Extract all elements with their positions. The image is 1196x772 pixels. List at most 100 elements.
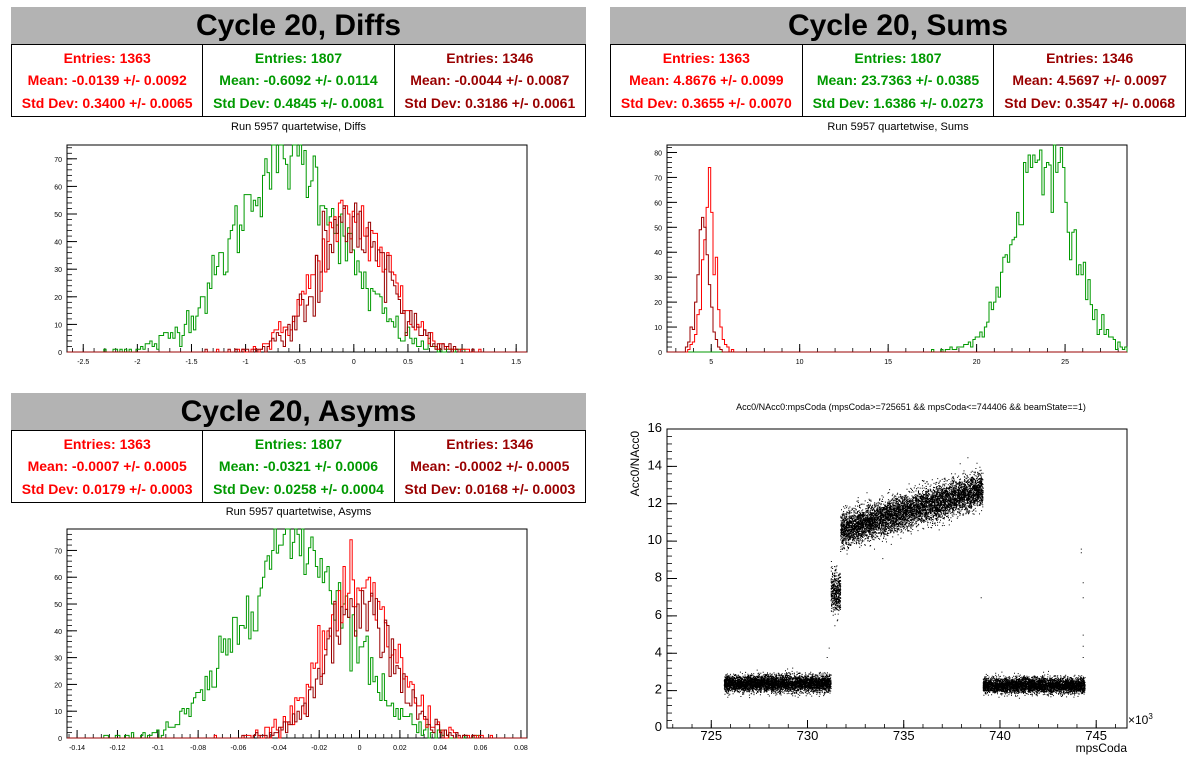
- y-tick-label: 2: [655, 682, 662, 697]
- x-axis-label: mpsCoda: [1076, 741, 1128, 755]
- mean-label: Mean: -0.0002 +/- 0.0005: [410, 458, 570, 475]
- entries-label: Entries: 1363: [662, 50, 750, 67]
- std-label: Std Dev: 1.6386 +/- 0.0273: [812, 94, 984, 111]
- stat-box-red: Entries: 1363 Mean: -0.0007 +/- 0.0005 S…: [12, 430, 204, 503]
- entries-label: Entries: 1346: [446, 50, 534, 67]
- plot-frame: [666, 144, 1128, 353]
- y-tick-label: 10: [654, 325, 662, 332]
- x-tick-label: 1.5: [511, 359, 521, 366]
- x-tick-label: 740: [989, 728, 1011, 743]
- stat-box-green: Entries: 1807 Mean: 23.7363 +/- 0.0385 S…: [802, 44, 995, 117]
- y-tick-label: 0: [655, 719, 662, 734]
- std-label: Std Dev: 0.4845 +/- 0.0081: [213, 94, 384, 111]
- y-tick-label: 16: [648, 420, 662, 435]
- y-tick-label: 6: [655, 607, 662, 622]
- histogram-series: [67, 144, 527, 353]
- y-tick-label: 30: [54, 267, 62, 274]
- y-tick-label: 80: [654, 150, 662, 157]
- y-tick-label: 20: [654, 300, 662, 307]
- x-tick-label: -0.08: [190, 745, 206, 752]
- stat-box-green: Entries: 1807 Mean: -0.0321 +/- 0.0006 S…: [203, 430, 395, 503]
- x-tick-label: -0.14: [69, 745, 85, 752]
- stat-box-red: Entries: 1363 Mean: -0.0139 +/- 0.0092 S…: [12, 44, 204, 117]
- x-tick-label: 25: [1061, 359, 1069, 366]
- x-tick-label: -0.5: [294, 359, 306, 366]
- y-tick-label: 50: [54, 212, 62, 219]
- histogram-series: [67, 528, 527, 739]
- y-tick-label: 10: [54, 322, 62, 329]
- stat-box-darkred: Entries: 1346 Mean: 4.5697 +/- 0.0097 St…: [994, 44, 1186, 117]
- x-tick-label: 735: [893, 728, 915, 743]
- y-tick-label: 60: [54, 184, 62, 191]
- plot-frame: [666, 428, 1128, 729]
- x-tick-label: 745: [1085, 728, 1107, 743]
- x-tick-label: 0.02: [393, 745, 407, 752]
- histogram-series: [67, 590, 527, 739]
- entries-label: Entries: 1363: [63, 50, 151, 67]
- histogram-series: [67, 539, 527, 739]
- x-tick-label: 10: [796, 359, 804, 366]
- y-tick-label: 70: [54, 548, 62, 555]
- x-tick-label: -0.06: [231, 745, 247, 752]
- y-tick-label: 70: [54, 157, 62, 164]
- x-tick-label: 0.08: [514, 745, 528, 752]
- x-axis-exponent-sup: 3: [1148, 712, 1153, 721]
- x-tick-label: 15: [884, 359, 892, 366]
- x-tick-label: 0: [358, 745, 362, 752]
- histogram-series: [67, 199, 527, 353]
- mean-label: Mean: 4.8676 +/- 0.0099: [629, 72, 784, 89]
- x-tick-label: 1: [460, 359, 464, 366]
- sums-stats: Entries: 1363 Mean: 4.8676 +/- 0.0099 St…: [610, 44, 1186, 117]
- y-tick-label: 20: [54, 682, 62, 689]
- entries-label: Entries: 1807: [254, 436, 343, 453]
- x-tick-label: 20: [973, 359, 981, 366]
- y-tick-label: 0: [58, 350, 62, 357]
- scatter-title: Acc0/NAcc0:mpsCoda (mpsCoda>=725651 && m…: [736, 402, 1086, 412]
- x-tick-label: -2.5: [77, 359, 89, 366]
- x-tick-label: -2: [134, 359, 140, 366]
- diffs-stats: Entries: 1363 Mean: -0.0139 +/- 0.0092 S…: [11, 44, 586, 117]
- x-axis-exponent: ×103: [1128, 712, 1153, 727]
- x-tick-label: 725: [700, 728, 722, 743]
- x-tick-label: 0.5: [403, 359, 413, 366]
- diffs-title: Cycle 20, Diffs: [11, 7, 586, 44]
- y-tick-label: 40: [54, 240, 62, 247]
- y-axis-label: Acc0/NAcc0: [628, 431, 642, 497]
- x-tick-label: 0: [352, 359, 356, 366]
- mean-label: Mean: -0.6092 +/- 0.0114: [219, 72, 378, 89]
- std-label: Std Dev: 0.0179 +/- 0.0003: [21, 480, 193, 497]
- asyms-stats: Entries: 1363 Mean: -0.0007 +/- 0.0005 S…: [11, 430, 586, 503]
- scatter-points: [723, 457, 1086, 699]
- histogram-series: [67, 202, 527, 353]
- y-tick-label: 50: [654, 225, 662, 232]
- y-tick-label: 8: [655, 570, 662, 585]
- y-tick-label: 40: [54, 629, 62, 636]
- x-tick-label: -1.5: [185, 359, 197, 366]
- y-tick-label: 4: [655, 644, 662, 659]
- x-tick-label: 0.06: [474, 745, 488, 752]
- std-label: Std Dev: 0.0168 +/- 0.0003: [404, 480, 576, 497]
- sums-title: Cycle 20, Sums: [610, 7, 1186, 44]
- std-label: Std Dev: 0.3655 +/- 0.0070: [620, 94, 792, 111]
- entries-label: Entries: 1346: [1046, 50, 1134, 67]
- mean-label: Mean: 23.7363 +/- 0.0385: [816, 72, 980, 89]
- y-tick-label: 0: [658, 350, 662, 357]
- plot-frame: [66, 144, 528, 353]
- y-tick-label: 20: [54, 295, 62, 302]
- y-tick-label: 40: [654, 250, 662, 257]
- y-tick-label: 50: [54, 602, 62, 609]
- stat-box-green: Entries: 1807 Mean: -0.6092 +/- 0.0114 S…: [203, 44, 395, 117]
- y-tick-label: 14: [648, 457, 662, 472]
- x-tick-label: 5: [709, 359, 713, 366]
- y-tick-label: 30: [654, 275, 662, 282]
- std-label: Std Dev: 0.3400 +/- 0.0065: [21, 94, 193, 111]
- stat-box-red: Entries: 1363 Mean: 4.8676 +/- 0.0099 St…: [611, 44, 803, 117]
- y-tick-label: 10: [54, 709, 62, 716]
- std-label: Std Dev: 0.3186 +/- 0.0061: [404, 94, 576, 111]
- y-tick-label: 12: [648, 495, 662, 510]
- x-tick-label: 730: [797, 728, 819, 743]
- sums-subtitle: Run 5957 quartetwise, Sums: [827, 121, 969, 133]
- y-tick-label: 60: [654, 200, 662, 207]
- mean-label: Mean: -0.0007 +/- 0.0005: [27, 458, 187, 475]
- histogram-series: [667, 216, 1127, 353]
